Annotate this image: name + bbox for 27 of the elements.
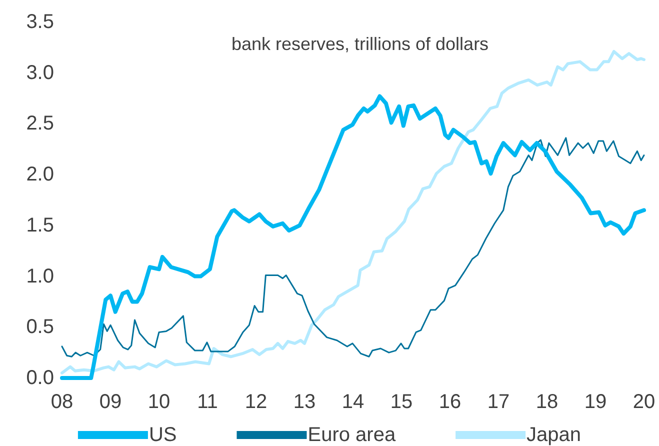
- x-tick-label: 12: [244, 391, 268, 413]
- y-tick-label: 3.5: [26, 11, 54, 33]
- y-tick-label: 0.5: [26, 316, 54, 338]
- y-tick-label: 2.0: [26, 164, 54, 186]
- x-tick-label: 16: [438, 391, 462, 413]
- x-tick-label: 08: [50, 391, 74, 413]
- y-tick-label: 1.0: [26, 265, 54, 288]
- text: bank reserves, trillions of dollars: [231, 34, 489, 54]
- x-tick-label: 10: [148, 391, 170, 413]
- y-tick-label: 0.0: [26, 367, 54, 389]
- x-tick-label: 13: [293, 391, 316, 413]
- y-tick-label: 1.5: [26, 214, 54, 236]
- x-tick-label: 14: [342, 391, 364, 413]
- x-tick-label: 11: [197, 391, 218, 413]
- legend-label: US: [148, 424, 177, 446]
- x-tick-label: 15: [390, 391, 413, 413]
- x-tick-label: 19: [584, 391, 607, 413]
- x-tick-label: 09: [99, 391, 122, 413]
- y-tick-label: 2.5: [26, 112, 54, 135]
- x-tick-label: 17: [487, 391, 510, 413]
- x-tick-label: 18: [536, 391, 558, 413]
- line-series: [61, 137, 645, 358]
- line-series: [60, 94, 646, 380]
- legend-label: Euro area: [308, 424, 396, 446]
- legend-label: Japan: [526, 424, 582, 446]
- x-tick-label: 20: [632, 391, 656, 413]
- y-tick-label: 3.0: [26, 62, 54, 84]
